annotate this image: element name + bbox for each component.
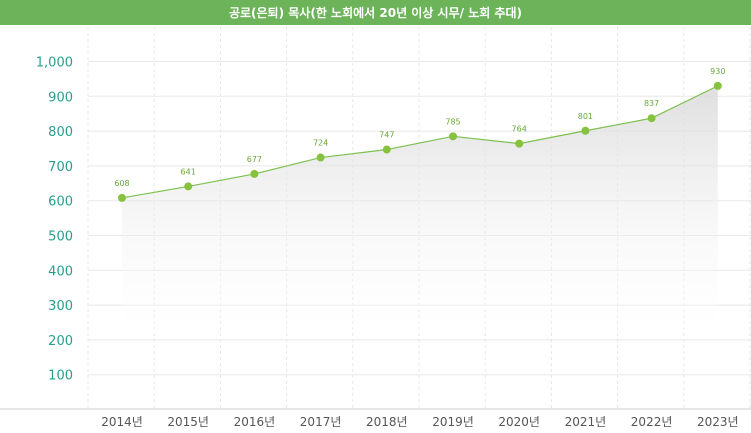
data-point [515,139,524,148]
x-tick-label: 2021년 [565,415,607,429]
data-label: 747 [379,131,394,140]
data-point [713,81,722,90]
x-tick-label: 2017년 [300,415,342,429]
data-point [316,153,325,162]
data-label: 837 [644,99,659,108]
y-tick-label: 600 [48,195,73,210]
x-tick-label: 2016년 [234,415,276,429]
x-axis: 2014년 2015년 2016년 2017년 2018년 2019년 2020년 2021년… [101,415,738,429]
x-tick-label: 2020년 [498,415,540,429]
data-label: 608 [114,179,129,188]
y-tick-label: 1,000 [36,56,73,71]
y-tick-label: 200 [48,334,73,349]
y-tick-label: 800 [48,125,73,140]
data-point [449,132,457,141]
data-points [118,81,722,202]
data-label: 641 [181,167,196,176]
chart-title: 공로(은퇴) 목사(한 노회에서 20년 이상 시무/ 노회 추대) [228,6,523,20]
y-tick-label: 400 [48,264,73,279]
x-tick-label: 2018년 [366,415,408,429]
x-tick-label: 2015년 [167,415,209,429]
y-tick-label: 500 [48,230,73,245]
data-labels: 608 641 677 724 747 785 764 801 837 930 [114,67,725,188]
x-tick-label: 2019년 [432,415,474,429]
x-tick-label: 2014년 [101,415,143,429]
y-tick-label: 300 [48,299,73,314]
y-tick-label: 900 [48,90,73,105]
data-label: 724 [313,139,328,148]
data-label: 764 [512,125,527,134]
data-label: 785 [445,117,460,126]
x-tick-label: 2023년 [697,415,739,429]
chart-area: 608 641 677 724 747 785 764 801 837 930 100 200 300… [0,25,751,429]
area-fill-shape [122,85,718,330]
data-point [184,182,193,191]
y-tick-label: 100 [48,369,73,384]
chart-title-bar: 공로(은퇴) 목사(한 노회에서 20년 이상 시무/ 노회 추대) [0,0,751,25]
y-axis: 100 200 300 400 500 600 700 800 900 1,000 [36,56,73,384]
data-point [581,126,590,135]
data-label: 930 [710,67,725,76]
data-point [118,193,126,202]
series-line [121,85,719,199]
series-polyline [121,85,719,199]
x-tick-label: 2022년 [631,415,673,429]
data-label: 677 [247,155,262,164]
data-label: 801 [578,112,593,121]
data-point [250,169,259,178]
area-fill [122,85,718,330]
line-area-chart: 608 641 677 724 747 785 764 801 837 930 100 200 300… [0,27,751,429]
data-point [382,145,391,154]
y-tick-label: 700 [48,160,73,175]
data-point [647,114,656,123]
